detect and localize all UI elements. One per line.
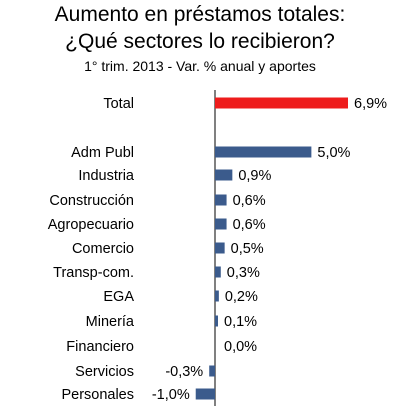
category-label: Agropecuario — [48, 217, 134, 233]
chart-subtitle: 1° trim. 2013 - Var. % anual y aportes — [84, 58, 316, 74]
category-label: Comercio — [72, 241, 134, 257]
value-label: 0,2% — [225, 289, 258, 305]
bar — [215, 218, 227, 230]
bar — [195, 388, 215, 400]
bar — [215, 242, 225, 254]
bar — [215, 315, 218, 327]
value-label: 0,5% — [231, 241, 264, 257]
category-label: Transp-com. — [53, 265, 134, 281]
value-label: 6,9% — [354, 96, 387, 112]
value-label: 0,0% — [224, 339, 257, 355]
category-label: Minería — [86, 314, 135, 330]
chart-title-line2: ¿Qué sectores lo recibieron? — [65, 30, 335, 53]
value-label: 0,9% — [238, 168, 271, 184]
category-label: Total — [103, 96, 134, 112]
category-label: Industria — [78, 168, 135, 184]
bar — [209, 365, 215, 377]
category-label: Financiero — [66, 339, 134, 355]
chart-title: Aumento en préstamos totales: — [54, 3, 346, 26]
bar — [215, 266, 221, 278]
category-label: Construcción — [49, 193, 134, 209]
bar — [215, 169, 233, 181]
value-label: 0,6% — [233, 193, 266, 209]
category-label: Servicios — [75, 364, 134, 380]
value-label: 0,1% — [224, 314, 257, 330]
category-label: Personales — [61, 387, 134, 403]
bar — [215, 194, 227, 206]
value-label: 5,0% — [317, 145, 350, 161]
category-label: EGA — [103, 289, 134, 305]
bar — [215, 97, 348, 109]
category-label: Adm Publ — [71, 145, 134, 161]
bar — [215, 146, 312, 158]
value-label: -0,3% — [165, 364, 203, 380]
value-label: 0,3% — [227, 265, 260, 281]
bar — [215, 290, 219, 302]
value-label: 0,6% — [233, 217, 266, 233]
value-label: -1,0% — [152, 387, 190, 403]
